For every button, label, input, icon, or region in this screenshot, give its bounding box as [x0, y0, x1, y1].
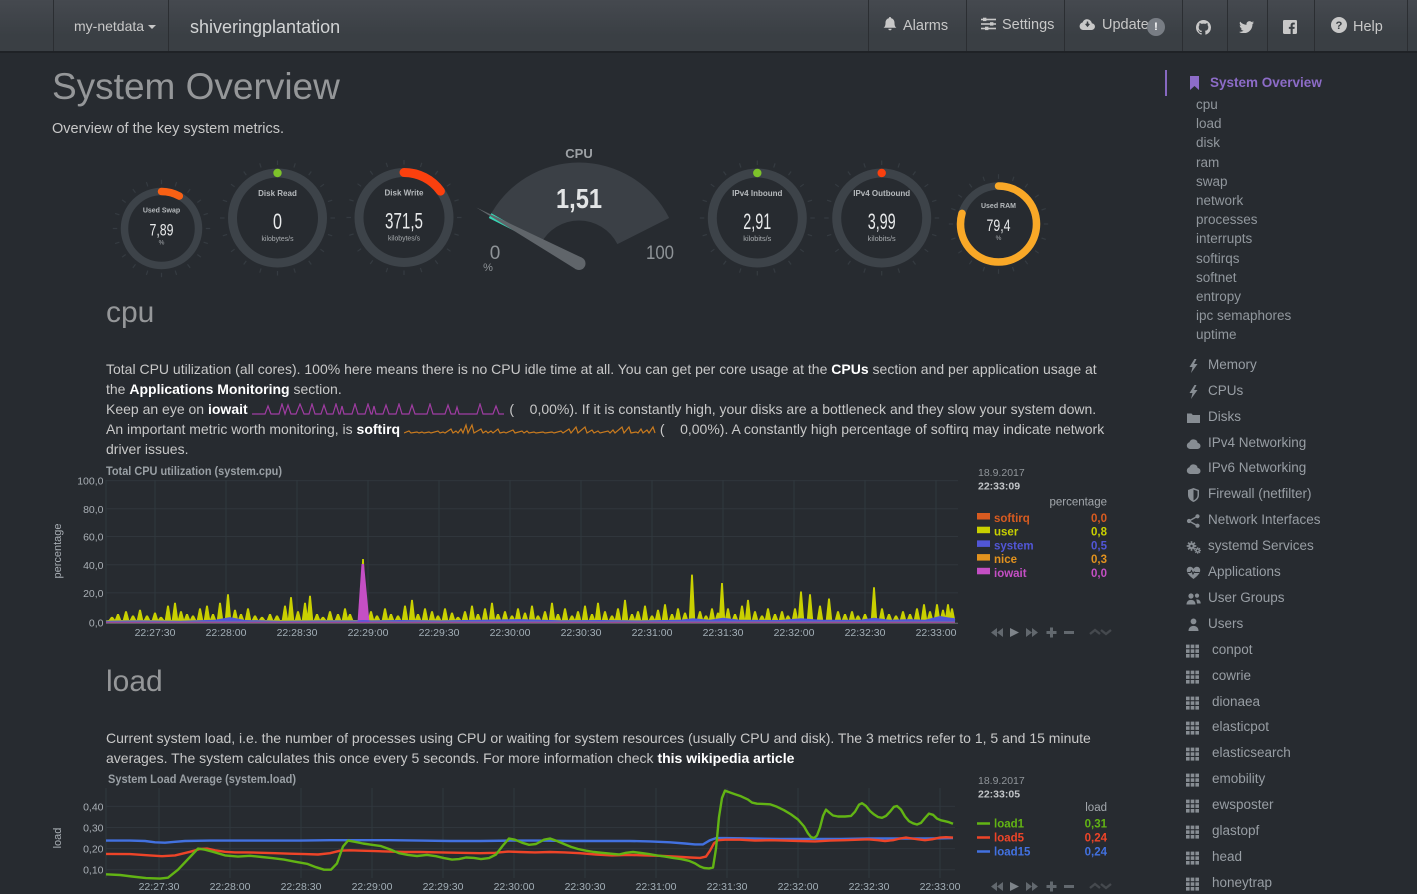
svg-text:22:29:30: 22:29:30	[419, 627, 460, 639]
svg-text:0,0: 0,0	[1091, 568, 1107, 580]
svg-text:22:30:00: 22:30:00	[494, 881, 535, 893]
svg-text:18.9.2017: 18.9.2017	[978, 467, 1025, 479]
svg-text:22:33:00: 22:33:00	[916, 627, 957, 639]
svg-text:?: ?	[1336, 20, 1343, 32]
svg-text:percentage: percentage	[1049, 497, 1107, 509]
svg-text:Disk Write: Disk Write	[385, 189, 425, 198]
svg-text:0,3: 0,3	[1091, 554, 1107, 566]
svg-text:0,30: 0,30	[83, 823, 104, 835]
svg-text:2,91: 2,91	[743, 209, 771, 234]
svg-text:Total CPU utilization (system.: Total CPU utilization (system.cpu)	[106, 464, 282, 478]
svg-text:IPv4 Inbound: IPv4 Inbound	[732, 189, 782, 198]
svg-text:3,99: 3,99	[868, 209, 896, 234]
svg-text:22:28:00: 22:28:00	[210, 881, 251, 893]
svg-text:22:33:00: 22:33:00	[920, 881, 961, 893]
svg-text:371,5: 371,5	[385, 209, 423, 234]
svg-text:softirq: softirq	[994, 513, 1030, 525]
svg-text:22:33:09: 22:33:09	[978, 481, 1020, 493]
svg-text:0,10: 0,10	[83, 865, 104, 877]
svg-text:%: %	[996, 235, 1002, 242]
svg-text:22:31:00: 22:31:00	[636, 881, 677, 893]
svg-text:22:28:30: 22:28:30	[277, 627, 318, 639]
svg-text:user: user	[994, 527, 1019, 539]
svg-text:0,31: 0,31	[1085, 819, 1108, 831]
svg-text:22:32:30: 22:32:30	[849, 881, 890, 893]
svg-text:load: load	[1085, 802, 1107, 814]
svg-text:percentage: percentage	[52, 523, 64, 578]
svg-text:system: system	[994, 540, 1034, 552]
svg-text:kilobytes/s: kilobytes/s	[262, 236, 294, 243]
svg-text:22:29:00: 22:29:00	[348, 627, 389, 639]
svg-text:0: 0	[273, 209, 282, 234]
svg-text:0,0: 0,0	[89, 618, 104, 630]
svg-text:18.9.2017: 18.9.2017	[978, 775, 1025, 787]
svg-text:1,51: 1,51	[556, 183, 602, 214]
svg-text:0,0: 0,0	[1091, 513, 1107, 525]
svg-text:22:31:30: 22:31:30	[703, 627, 744, 639]
svg-text:22:29:30: 22:29:30	[423, 881, 464, 893]
svg-text:22:31:00: 22:31:00	[632, 627, 673, 639]
svg-text:0,20: 0,20	[83, 844, 104, 856]
svg-text:0,5: 0,5	[1091, 540, 1108, 552]
svg-text:load: load	[52, 828, 64, 849]
svg-text:22:31:30: 22:31:30	[707, 881, 748, 893]
svg-text:CPU: CPU	[565, 146, 592, 161]
svg-text:%: %	[159, 240, 165, 247]
svg-text:0,24: 0,24	[1085, 833, 1108, 845]
svg-text:7,89: 7,89	[150, 221, 174, 240]
svg-text:Disk Read: Disk Read	[258, 189, 297, 198]
svg-text:load1: load1	[994, 819, 1025, 831]
svg-text:40,0: 40,0	[83, 560, 104, 572]
svg-text:80,0: 80,0	[83, 504, 104, 516]
svg-text:22:32:30: 22:32:30	[845, 627, 886, 639]
svg-text:0,40: 0,40	[83, 801, 104, 813]
svg-text:22:28:30: 22:28:30	[281, 881, 322, 893]
svg-text:kilobytes/s: kilobytes/s	[388, 236, 420, 243]
svg-text:%: %	[483, 262, 493, 274]
svg-text:0: 0	[490, 243, 501, 264]
svg-text:22:29:00: 22:29:00	[352, 881, 393, 893]
svg-text:0,24: 0,24	[1085, 847, 1108, 859]
svg-text:22:30:00: 22:30:00	[490, 627, 531, 639]
svg-text:nice: nice	[994, 554, 1017, 566]
svg-text:22:32:00: 22:32:00	[778, 881, 819, 893]
svg-text:22:32:00: 22:32:00	[774, 627, 815, 639]
svg-text:22:30:30: 22:30:30	[561, 627, 602, 639]
svg-text:22:30:30: 22:30:30	[565, 881, 606, 893]
svg-text:Used Swap: Used Swap	[143, 208, 180, 215]
svg-text:kilobits/s: kilobits/s	[743, 236, 772, 243]
svg-text:IPv4 Outbound: IPv4 Outbound	[853, 189, 910, 198]
svg-text:load5: load5	[994, 833, 1025, 845]
svg-text:load15: load15	[994, 847, 1031, 859]
svg-text:System Load Average (system.lo: System Load Average (system.load)	[108, 772, 296, 786]
svg-text:iowait: iowait	[994, 568, 1027, 580]
svg-text:100,0: 100,0	[77, 476, 103, 488]
svg-text:22:28:00: 22:28:00	[206, 627, 247, 639]
svg-text:22:33:05: 22:33:05	[978, 789, 1020, 801]
svg-text:Used RAM: Used RAM	[981, 203, 1016, 210]
svg-text:60,0: 60,0	[83, 532, 104, 544]
svg-text:22:27:30: 22:27:30	[139, 881, 180, 893]
svg-text:kilobits/s: kilobits/s	[868, 236, 897, 243]
svg-text:22:27:30: 22:27:30	[135, 627, 176, 639]
svg-text:0,8: 0,8	[1091, 527, 1108, 539]
svg-text:100: 100	[646, 243, 674, 264]
svg-text:79,4: 79,4	[987, 216, 1011, 235]
svg-text:20,0: 20,0	[83, 588, 104, 600]
